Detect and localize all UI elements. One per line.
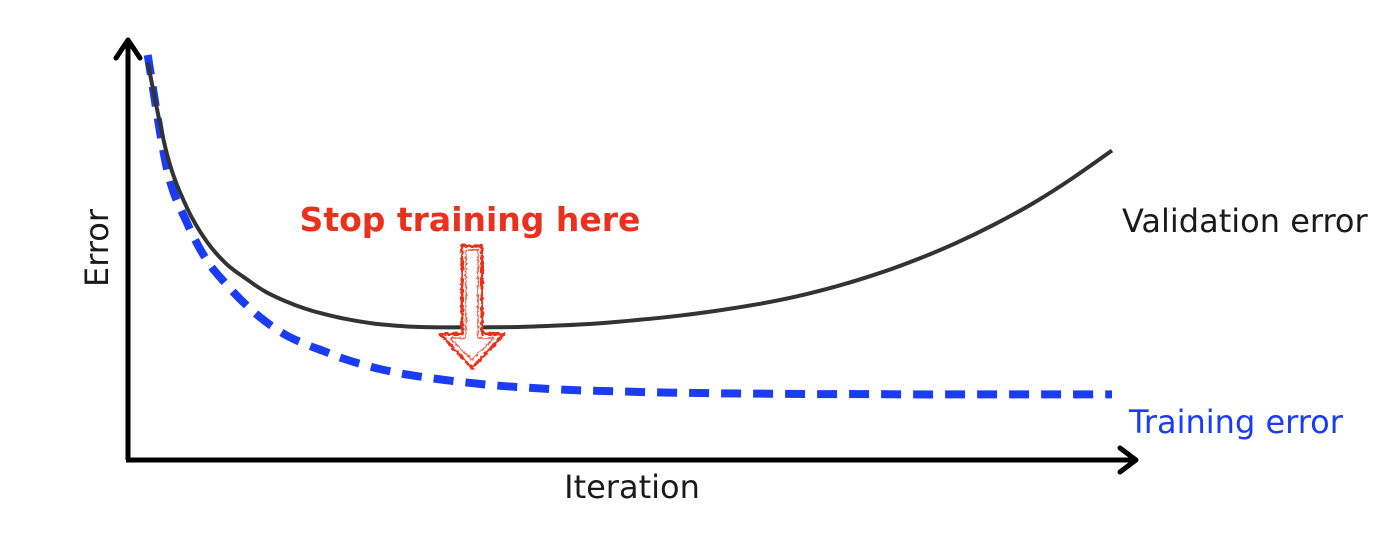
validation-error-label: Validation error: [1122, 202, 1369, 240]
training-error-line: [143, 54, 1112, 399]
training-error-label: Training error: [1128, 403, 1344, 441]
axes: [113, 37, 1139, 475]
down-arrow-icon: [438, 244, 506, 370]
x-axis-label: Iteration: [564, 468, 700, 506]
y-axis-label: Error: [78, 208, 116, 287]
stop-training-annotation: Stop training here: [300, 200, 641, 239]
y-axis-arrowhead: [113, 37, 143, 61]
validation-error-line: [145, 62, 1114, 330]
x-axis-arrowhead: [1117, 445, 1139, 475]
